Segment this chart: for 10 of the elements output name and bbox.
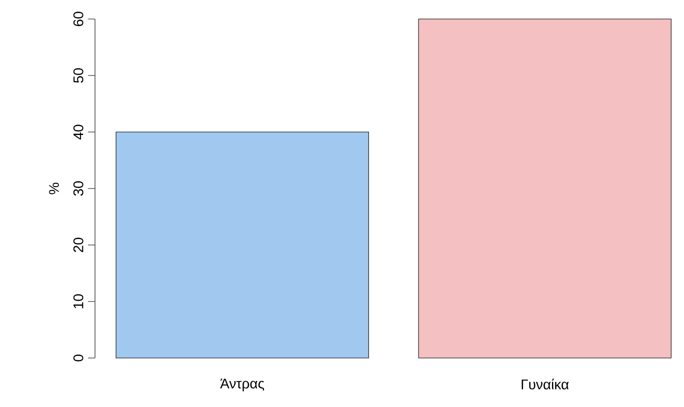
y-tick-label: 60 <box>73 12 84 26</box>
y-axis-title: % <box>49 182 59 194</box>
y-tick-label: 40 <box>73 124 84 140</box>
x-tick-label: Γυναίκα <box>522 378 569 390</box>
y-tick-label: 10 <box>73 294 84 308</box>
x-tick-label: Άντρας <box>220 378 264 392</box>
y-tick-label: 0 <box>73 354 84 362</box>
y-tick-label: 50 <box>73 68 84 83</box>
y-tick-label: 30 <box>73 181 84 196</box>
y-tick-label: 20 <box>73 238 84 252</box>
